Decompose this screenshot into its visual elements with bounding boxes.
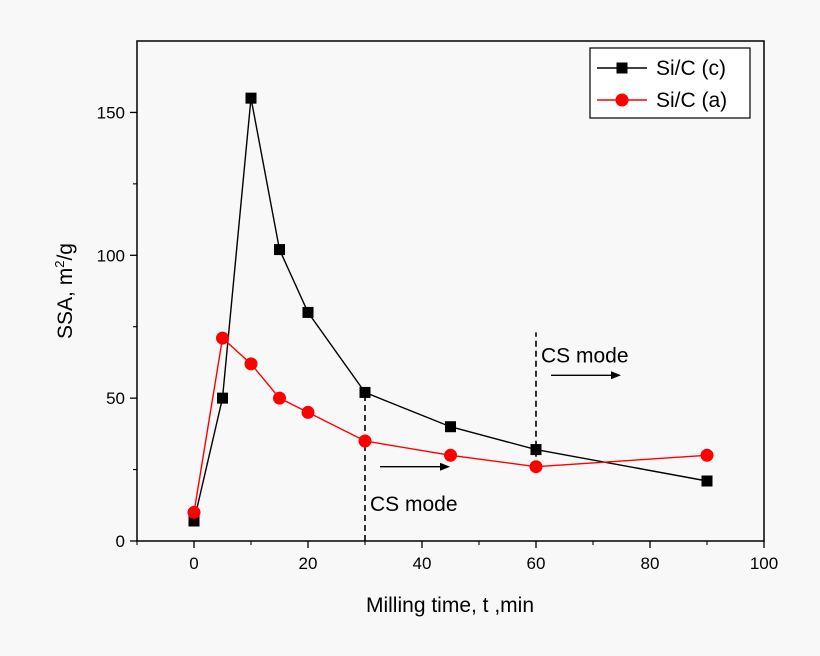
annotations: CS mode CS mode bbox=[364, 332, 629, 541]
data-point-square bbox=[188, 515, 200, 527]
y-tick-label: 0 bbox=[116, 532, 125, 551]
data-point-circle bbox=[216, 331, 229, 345]
legend-label: Si/C (c) bbox=[656, 57, 726, 80]
legend-label: Si/C (a) bbox=[656, 89, 727, 112]
x-axis-title: Milling time, t ,min bbox=[366, 594, 534, 617]
y-axis-title: SSA, m2/g bbox=[52, 243, 77, 339]
data-point-circle bbox=[444, 448, 457, 462]
data-point-circle bbox=[301, 405, 315, 419]
data-point-square bbox=[217, 392, 228, 404]
x-tick-label: 60 bbox=[527, 554, 546, 573]
data-point-square bbox=[701, 475, 713, 487]
data-point-square bbox=[445, 421, 456, 433]
legend-marker-square bbox=[616, 62, 628, 74]
y-tick-label: 50 bbox=[106, 389, 125, 408]
data-point-circle bbox=[187, 505, 201, 519]
legend-marker-circle bbox=[615, 93, 629, 107]
data-point-circle bbox=[529, 460, 543, 474]
data-point-circle bbox=[244, 357, 258, 371]
data-point-square bbox=[274, 244, 285, 256]
y-axis-title-sup: 2 bbox=[52, 261, 67, 268]
cs-mode-arrow-head-icon bbox=[440, 462, 450, 471]
y-tick-label: 100 bbox=[97, 246, 125, 265]
cs-mode-label: CS mode bbox=[541, 344, 629, 367]
x-tick-label: 20 bbox=[299, 554, 318, 573]
data-point-square bbox=[245, 92, 257, 104]
data-point-square bbox=[530, 444, 542, 456]
data-point-circle bbox=[358, 434, 372, 448]
x-tick-label: 40 bbox=[413, 554, 432, 573]
legend: Si/C (c) Si/C (a) bbox=[589, 47, 751, 119]
x-tick-label: 80 bbox=[641, 554, 660, 573]
cs-mode-arrow-head-icon bbox=[611, 371, 621, 380]
x-tick-label: 100 bbox=[750, 554, 778, 573]
data-point-square bbox=[359, 386, 371, 398]
axis-ticks: 0 20 40 60 80 100 0 50 100 150 bbox=[97, 103, 779, 573]
data-point-circle bbox=[700, 448, 714, 462]
x-tick-label: 0 bbox=[189, 554, 198, 573]
y-tick-label: 150 bbox=[97, 103, 125, 122]
y-axis-title-tail: /g bbox=[54, 243, 77, 261]
legend-box bbox=[589, 47, 751, 119]
series-layer bbox=[187, 92, 714, 527]
data-point-square bbox=[302, 306, 314, 318]
y-axis-title-main: SSA, m bbox=[54, 268, 77, 339]
plot-frame bbox=[136, 40, 765, 542]
cs-mode-label: CS mode bbox=[370, 493, 458, 516]
data-point-circle bbox=[273, 391, 286, 405]
